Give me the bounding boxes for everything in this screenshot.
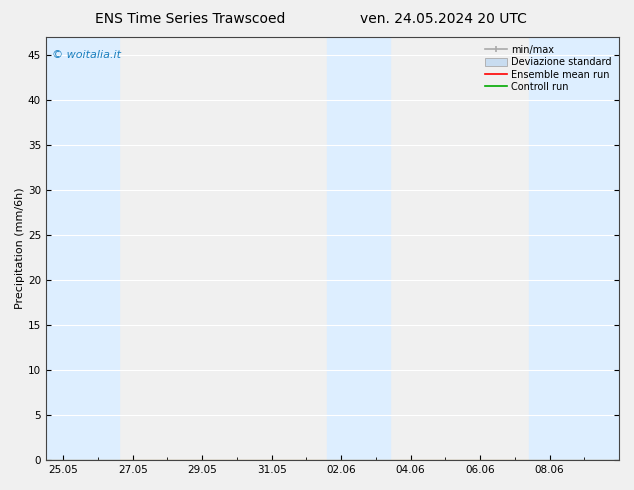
- Text: ven. 24.05.2024 20 UTC: ven. 24.05.2024 20 UTC: [360, 12, 527, 26]
- Bar: [529, 37, 619, 460]
- Bar: [327, 37, 390, 460]
- Legend: min/max, Deviazione standard, Ensemble mean run, Controll run: min/max, Deviazione standard, Ensemble m…: [482, 42, 614, 95]
- Text: © woitalia.it: © woitalia.it: [51, 50, 120, 60]
- Bar: [46, 37, 119, 460]
- Y-axis label: Precipitation (mm/6h): Precipitation (mm/6h): [15, 188, 25, 309]
- Text: ENS Time Series Trawscoed: ENS Time Series Trawscoed: [95, 12, 285, 26]
